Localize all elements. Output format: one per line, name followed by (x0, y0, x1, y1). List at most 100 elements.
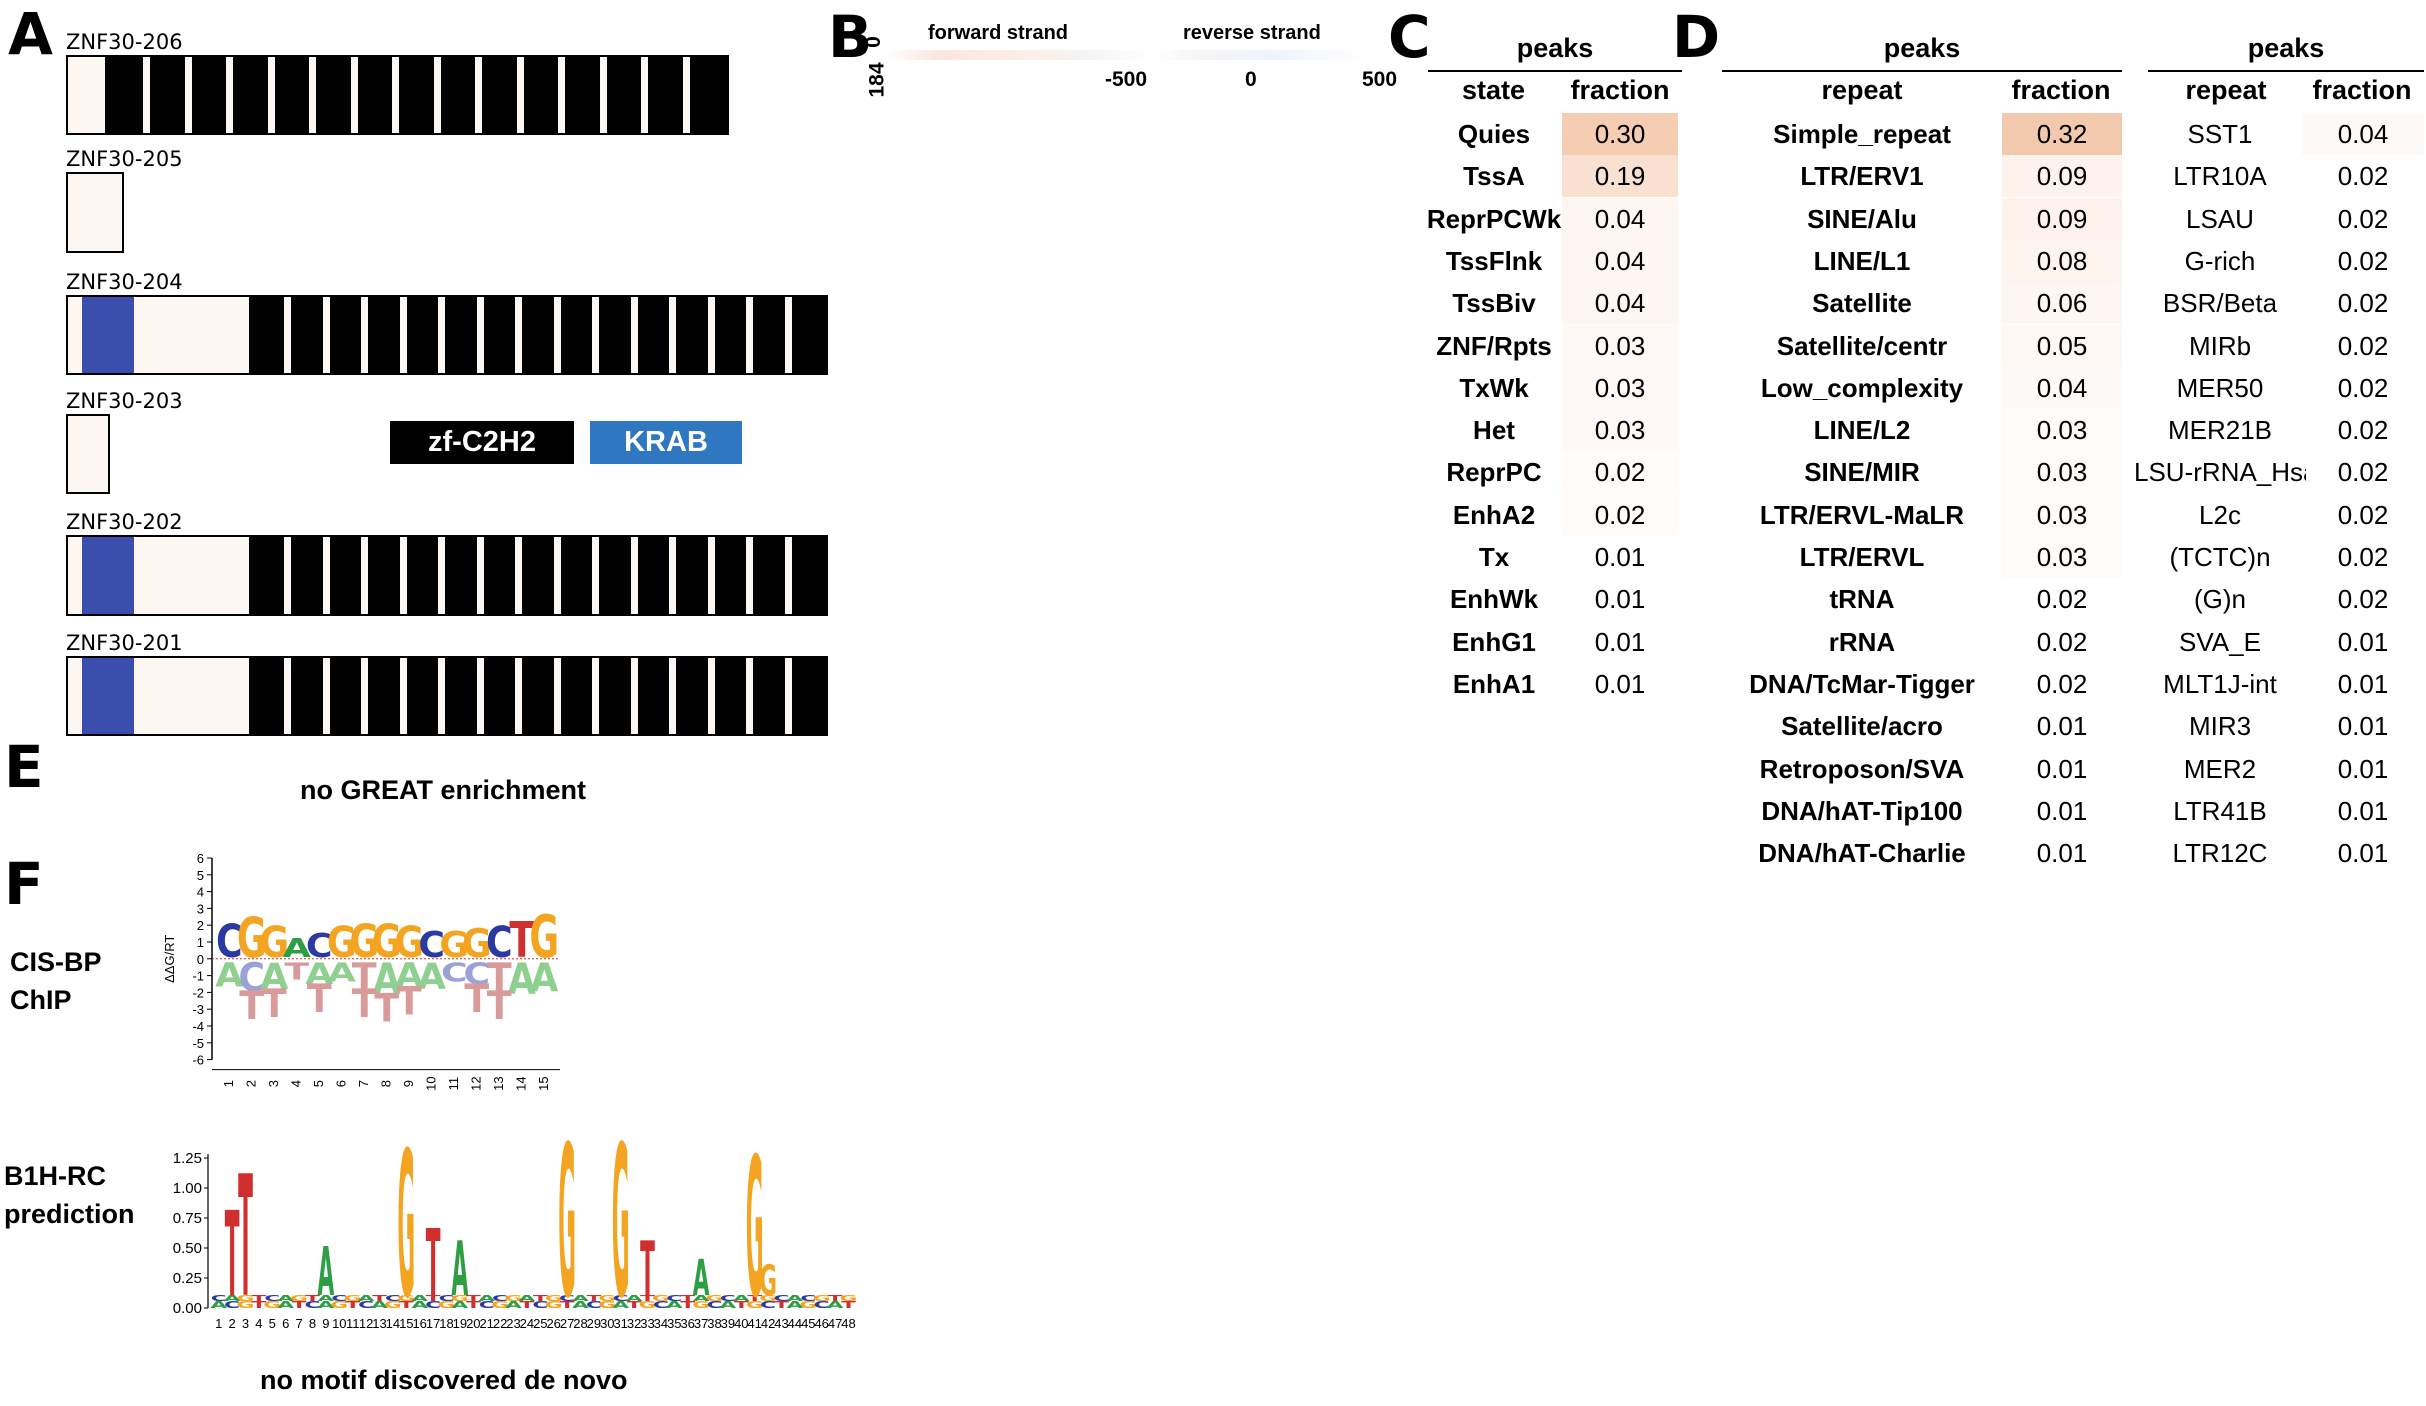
cisbp-x-tick-label: 4 (289, 1080, 304, 1087)
great-enrichment-note: no GREAT enrichment (300, 775, 587, 805)
b1h-main-letter: T (426, 1209, 441, 1316)
cisbp-y-tick-label: -2 (192, 985, 204, 1000)
b1h-main-letter: T (238, 1142, 253, 1330)
b1h-x-tick-label: 22 (493, 1316, 507, 1330)
b1h-main-letter: A (318, 1233, 335, 1311)
b1h-letter: A (626, 1293, 643, 1303)
table-d-heat-cell (2002, 705, 2122, 748)
table-d-fraction-value: 0.02 (2337, 584, 2389, 615)
b1h-x-tick-label: 14 (386, 1316, 400, 1330)
table-d-repeat-label: MER50 (2176, 372, 2264, 403)
b1h-letter: T (560, 1298, 575, 1310)
panel-letter-e: E (4, 733, 44, 801)
b1h-letter: A (787, 1298, 804, 1310)
table-d-repeat-label: (G)n (2194, 584, 2246, 615)
table-d-fraction-value: 0.04 (2337, 119, 2389, 149)
zinc-finger-separator (399, 537, 407, 614)
table-d-heat-cell (2302, 705, 2424, 748)
table-d-repeat-label: LTR41B (2173, 795, 2267, 826)
zinc-finger-separator (309, 57, 317, 133)
b1h-letter: C (425, 1298, 441, 1310)
b1h-y-tick-label: 0.25 (173, 1270, 202, 1287)
b1h-letter: G (505, 1293, 523, 1303)
table-d-repeat-label: LSU-rRNA_Hsa (2134, 457, 2306, 488)
table-c-rule (1428, 70, 1682, 72)
b1h-label-line-1: B1H-RC (4, 1161, 107, 1191)
table-d-fraction-value: 0.02 (2337, 330, 2389, 361)
table-c-col-fraction: fraction (1570, 75, 1670, 105)
b1h-x-tick-label: 3 (242, 1316, 249, 1330)
table-d-fraction-value: 0.04 (2036, 372, 2088, 403)
b1h-x-tick-label: 47 (828, 1316, 842, 1330)
b1h-letter: A (318, 1293, 335, 1303)
table-d-repeat-label: LSAU (2186, 203, 2254, 234)
table-d-fraction-value: 0.03 (2036, 499, 2088, 530)
table-d-repeat-label: Simple_repeat (1773, 119, 1951, 149)
b1h-letter: C (586, 1298, 602, 1310)
zinc-finger-separator (592, 658, 600, 734)
table-d-repeat-label: DNA/hAT-Tip100 (1761, 795, 1963, 826)
cisbp-top-letter: G (394, 918, 424, 967)
table-c-heat-cell (1562, 197, 1678, 240)
table-d-fraction-value: 0.08 (2036, 245, 2088, 276)
table-d-heat-cell (2002, 113, 2122, 155)
table-d-repeat-label: G-rich (2184, 245, 2256, 276)
cisbp-x-tick-label: 8 (379, 1080, 394, 1087)
b1h-letter: A (224, 1293, 241, 1303)
table-c-heat-cell (1562, 324, 1678, 367)
b1h-x-tick-label: 9 (322, 1316, 329, 1330)
b1h-x-tick-label: 23 (506, 1316, 520, 1330)
b1h-letter: G (397, 1293, 415, 1303)
b1h-letter: T (292, 1298, 307, 1310)
b1h-label: B1H-RC prediction (4, 1157, 135, 1233)
b1h-x-tick-label: 26 (546, 1316, 560, 1330)
b1h-letter: C (439, 1293, 455, 1303)
cisbp-bottom-letter: T (307, 976, 332, 1022)
b1h-x-tick-label: 45 (801, 1316, 815, 1330)
zinc-finger-separator (284, 537, 292, 614)
table-d-repeat-label: Satellite/acro (1781, 711, 1943, 742)
zinc-finger-separator (475, 57, 483, 133)
table-c-fraction-value: 0.30 (1594, 119, 1646, 149)
b1h-x-tick-label: 13 (372, 1316, 386, 1330)
zinc-finger-separator (599, 57, 607, 133)
b1h-letter: C (532, 1298, 548, 1310)
table-c-fraction-value: 0.03 (1594, 372, 1646, 403)
b1h-main-letter: G (612, 1140, 630, 1330)
table-d-heat-cell (2002, 366, 2122, 409)
b1h-letter: C (760, 1298, 776, 1310)
zinc-finger-separator (669, 537, 677, 614)
table-d-heat-cell (2002, 155, 2122, 198)
cisbp-top-letter: G (372, 915, 402, 968)
b1h-main-letter: G (746, 1140, 764, 1330)
cisbp-bottom-letter: A (215, 957, 243, 995)
table-d-fraction-value: 0.03 (2036, 457, 2088, 488)
b1h-letter: C (613, 1293, 629, 1303)
cisbp-y-label: ΔΔG/RT (162, 935, 177, 983)
b1h-y-tick-label: 0.00 (173, 1300, 202, 1317)
b1h-letter: T (305, 1293, 321, 1303)
table-d-heat-cell (2302, 239, 2424, 282)
b1h-y-tick-label: 1.00 (173, 1180, 202, 1197)
b1h-letter: C (774, 1293, 790, 1303)
b1h-x-tick-label: 43 (774, 1316, 788, 1330)
b1h-letter: C (331, 1293, 347, 1303)
table-c-heat-cell (1562, 409, 1678, 452)
b1h-letter: G (237, 1298, 255, 1310)
b1h-letter: T (627, 1298, 642, 1310)
b1h-letter: G (491, 1298, 509, 1310)
cisbp-bottom-letter: C (238, 955, 265, 1001)
cisbp-y-tick-label: -3 (192, 1002, 204, 1017)
b1h-letter: G (451, 1293, 469, 1303)
b1h-x-tick-label: 33 (640, 1316, 654, 1330)
panel-letter-a: A (8, 0, 53, 68)
table-c-state-label: ReprPC (1446, 457, 1542, 488)
b1h-letter: T (345, 1298, 360, 1310)
b1h-letter: G (706, 1293, 724, 1303)
table-c-heat-cell (1562, 536, 1678, 578)
table-d-right-col-fraction: fraction (2312, 75, 2412, 105)
table-d-fraction-value: 0.02 (2036, 668, 2088, 699)
table-c-state-label: TssBiv (1452, 288, 1536, 319)
b1h-letter: A (411, 1293, 428, 1303)
